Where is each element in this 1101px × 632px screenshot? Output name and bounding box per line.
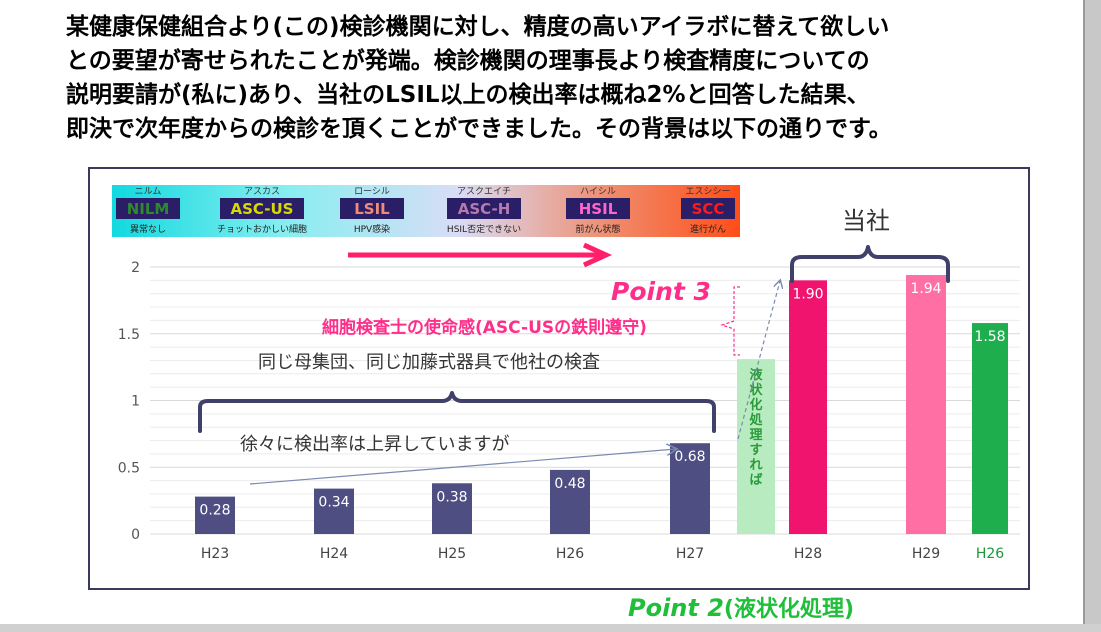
banner-code-box (681, 198, 735, 219)
bar-H26 (972, 323, 1008, 534)
detection-rate-chart: ニルム NILM 異常なし アスカス ASC-US チョットおかしい細胞 ローシル LSIL H… (112, 185, 1020, 562)
bar-liquid (737, 359, 775, 534)
y-tick-label: 1.5 (118, 327, 140, 343)
bar-H25 (432, 483, 472, 534)
banner-kana: エスシシー (685, 187, 730, 197)
intro-line-2: との要望が寄せられたことが発端。検診機関の理事長より検査精度についての (66, 48, 870, 74)
x-tick-label: H24 (320, 546, 348, 562)
liquid-annotation-char: 処 (748, 412, 763, 428)
banner-code-box (566, 198, 630, 219)
company-brace (790, 245, 950, 283)
banner-kana: アスクエイチ (457, 186, 511, 197)
bar-H28 (789, 280, 827, 534)
liquid-annotation-char: 状 (749, 382, 763, 398)
intro-line-1: 某健康保健組合より(この)検診機関に対し、精度の高いアイラボに替えて欲しい (66, 14, 890, 40)
bar-H27 (670, 443, 710, 534)
intro-line-4: 即決で次年度からの検診を頂くことができました。その背景は以下の通りです。 (66, 116, 892, 142)
banner-code-box (447, 198, 521, 219)
banner-kana: アスカス (244, 186, 280, 197)
y-axis: 0 0.5 1 1.5 2 (118, 260, 140, 543)
banner-desc: HSIL否定できない (447, 223, 521, 235)
mission-bracket (720, 286, 740, 356)
banner-desc: 前がん状態 (575, 223, 620, 235)
bars (195, 275, 1008, 534)
window-right-edge-line (1083, 0, 1085, 632)
severity-arrow-head (582, 242, 613, 268)
liquid-annotation-char: 液 (749, 367, 762, 383)
point3-label: Point 3 (611, 277, 711, 306)
banner-kana: ニルム (135, 186, 162, 197)
bar-value-label: 0.48 (554, 476, 585, 492)
banner-code-box (220, 198, 304, 219)
liquid-annotation-char: 化 (749, 397, 762, 413)
liquid-annotation-char: ば (749, 473, 762, 488)
bar-value-label: 0.38 (436, 489, 467, 505)
window-right-edge (1085, 0, 1101, 632)
intro-text: 某健康保健組合より(この)検診機関に対し、精度の高いアイラボに替えて欲しい との… (66, 10, 1066, 146)
banner-desc: 異常なし (130, 223, 166, 235)
liquid-annotation-char: 理 (749, 428, 762, 443)
banner-code: NILM (127, 200, 170, 218)
banner-code: LSIL (354, 200, 390, 218)
bar-value-label: 1.90 (792, 286, 823, 302)
x-axis: H23 H24 H25 H26 H27 H28 H29 H26 (201, 546, 1004, 562)
banner-kana: ローシル (354, 187, 390, 197)
y-tick-label: 0 (131, 527, 140, 543)
banner-kana: ハイシル (580, 187, 616, 197)
other-company-brace (198, 391, 716, 433)
intro-line-3: 説明要請が(私に)あり、当社のLSIL以上の検出率は概ね2%と回答した結果、 (66, 82, 870, 108)
point2-label: Point 2 (628, 594, 724, 622)
banner-code: ASC-H (458, 200, 511, 218)
banner-code-box (116, 198, 180, 219)
banner-code: ASC-US (231, 200, 294, 218)
category-banner: ニルム NILM 異常なし アスカス ASC-US チョットおかしい細胞 ローシル LSIL H… (116, 186, 735, 235)
y-tick-label: 0.5 (118, 460, 140, 476)
x-tick-label: H29 (912, 546, 940, 562)
x-tick-label: H23 (201, 546, 229, 562)
window-bottom-edge (0, 624, 1101, 632)
rising-annotation: 徐々に検出率は上昇していますが (240, 434, 509, 455)
bar-H24 (314, 488, 354, 534)
bar-value-label: 0.68 (674, 449, 705, 465)
banner-desc: チョットおかしい細胞 (217, 223, 307, 235)
x-tick-label: H26 (556, 546, 584, 562)
rising-trend-arrow (249, 449, 676, 485)
chart-frame: ニルム NILM 異常なし アスカス ASC-US チョットおかしい細胞 ローシル LSIL H… (88, 167, 1030, 590)
x-tick-label: H25 (438, 546, 466, 562)
x-tick-label: H27 (676, 546, 704, 562)
liquid-jump-arrow (737, 281, 780, 440)
bar-value-label: 1.94 (910, 281, 941, 297)
category-banner-bg (112, 185, 740, 237)
y-tick-label: 1 (131, 394, 140, 410)
bar-H23 (195, 496, 235, 534)
banner-desc: HPV感染 (354, 223, 390, 235)
y-tick-label: 2 (131, 260, 140, 276)
bar-H29 (906, 275, 946, 534)
banner-code-box (340, 198, 404, 219)
bar-value-label: 0.34 (318, 495, 349, 511)
grid-lines (150, 266, 1020, 535)
banner-code: SCC (692, 200, 725, 218)
company-label: 当社 (842, 207, 890, 235)
x-tick-label: H26 (976, 546, 1004, 562)
bar-value-label: 1.58 (974, 329, 1005, 345)
liquid-annotation-char: す (749, 443, 762, 458)
liquid-annotation-char: れ (749, 458, 762, 473)
bar-value-label: 0.28 (199, 503, 230, 519)
point2-paren: (液状化処理) (723, 597, 855, 622)
mission-annotation: 細胞検査士の使命感(ASC-USの鉄則遵守) (322, 317, 647, 338)
banner-desc: 進行がん (690, 223, 726, 235)
same-group-annotation: 同じ母集団、同じ加藤式器具で他社の検査 (258, 352, 600, 373)
bar-H26 (550, 469, 590, 534)
banner-code: HSIL (579, 200, 618, 218)
x-tick-label: H28 (794, 546, 822, 562)
point2-footer: Point 2(液状化処理) (628, 591, 854, 623)
